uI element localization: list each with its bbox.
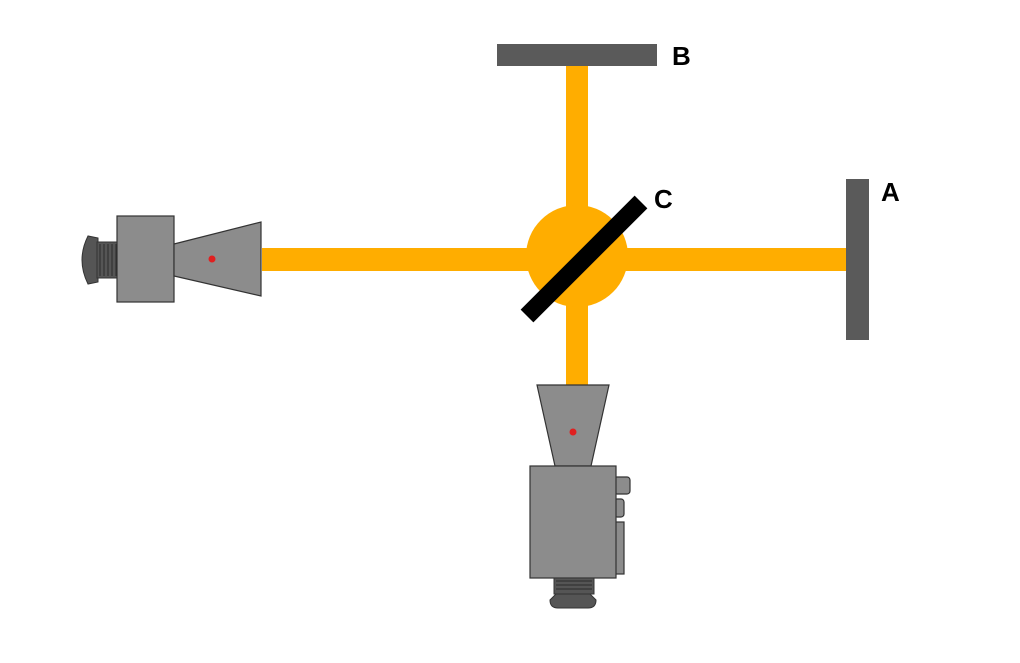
- bottom-telescope-knurling: [556, 580, 592, 590]
- beam-to-mirror-a: [605, 248, 848, 271]
- left-telescope-body: [116, 215, 175, 303]
- bottom-telescope-focus-dot: [569, 428, 577, 436]
- beam-to-lower-telescope: [566, 295, 588, 385]
- mirror-b-label: B: [672, 41, 691, 71]
- left-telescope: [81, 215, 262, 303]
- mirror-b: [497, 44, 657, 66]
- mirror-a: [846, 179, 869, 340]
- beam-splitter-c-label: C: [654, 184, 673, 214]
- mirror-a-label: A: [881, 177, 900, 207]
- beam-splitter-c: [520, 195, 648, 323]
- bottom-telescope-focus-ring: [553, 577, 595, 595]
- left-telescope-eyecup: [81, 235, 99, 285]
- bottom-telescope: [529, 384, 631, 609]
- bottom-telescope-eyecup: [549, 593, 597, 609]
- left-telescope-cone: [173, 221, 262, 297]
- beam-to-mirror-b: [566, 62, 588, 222]
- beam-to-left-telescope: [262, 248, 552, 271]
- bottom-telescope-cone: [536, 384, 610, 467]
- left-telescope-focus-dot: [208, 255, 216, 263]
- left-telescope-knurling: [99, 244, 117, 276]
- light-beams: [262, 62, 848, 385]
- bottom-telescope-body: [529, 465, 617, 579]
